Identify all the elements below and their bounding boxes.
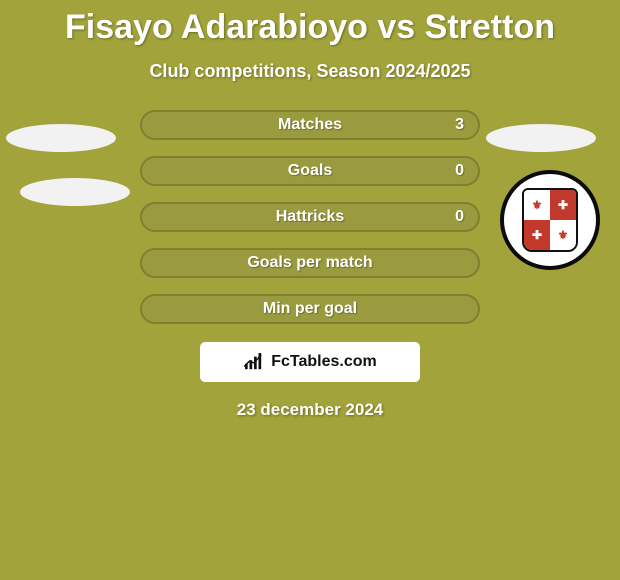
stat-label: Min per goal	[263, 300, 357, 318]
shield-quadrant: ✚	[550, 190, 576, 220]
stat-row: Goals per match	[140, 248, 480, 278]
stat-row: Matches 3	[140, 110, 480, 140]
player-left-avatar-placeholder	[6, 124, 116, 152]
footer-date: 23 december 2024	[0, 400, 620, 420]
stat-value-right: 0	[455, 162, 464, 180]
shield-quadrant: ⚜	[524, 190, 550, 220]
stat-value-right: 3	[455, 116, 464, 134]
stat-label: Goals	[288, 162, 332, 180]
player-left-club-placeholder	[20, 178, 130, 206]
stat-row: Hattricks 0	[140, 202, 480, 232]
player-right-avatar-placeholder	[486, 124, 596, 152]
stat-label: Goals per match	[247, 254, 372, 272]
club-shield-icon: ⚜ ✚ ✚ ⚜	[522, 188, 578, 252]
shield-quadrant: ✚	[524, 220, 550, 250]
stat-label: Hattricks	[276, 208, 344, 226]
branding-text: FcTables.com	[271, 353, 377, 371]
stat-label: Matches	[278, 116, 342, 134]
stat-row: Min per goal	[140, 294, 480, 324]
bar-chart-icon	[243, 353, 265, 371]
page-title: Fisayo Adarabioyo vs Stretton	[0, 0, 620, 47]
stats-rows: Matches 3 Goals 0 Hattricks 0 Goals per match M…	[140, 110, 480, 324]
branding-badge: FcTables.com	[200, 342, 420, 382]
shield-quadrant: ⚜	[550, 220, 576, 250]
comparison-content: Matches 3 Goals 0 Hattricks 0 Goals per match M…	[0, 110, 620, 420]
stat-value-right: 0	[455, 208, 464, 226]
club-badge-right: ⚜ ✚ ✚ ⚜	[500, 170, 600, 270]
page-subtitle: Club competitions, Season 2024/2025	[0, 61, 620, 82]
stat-row: Goals 0	[140, 156, 480, 186]
